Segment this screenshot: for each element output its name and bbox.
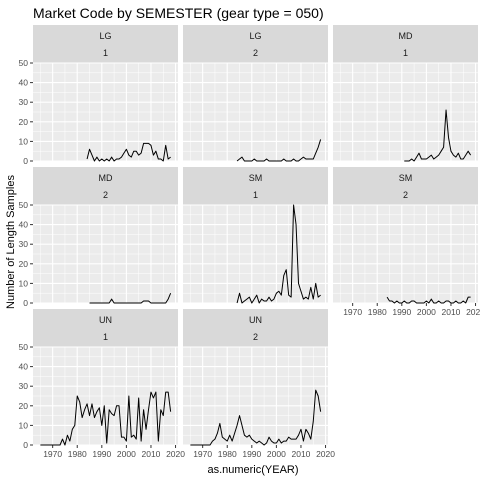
series-line-md-2 — [89, 293, 172, 304]
strip-semester-label: 2 — [253, 48, 258, 58]
x-tick-label: 1990 — [242, 449, 261, 459]
x-tick-label: 1970 — [343, 307, 362, 317]
x-tick-label: 2010 — [292, 449, 311, 459]
panel-lg-2: LG 2 — [183, 25, 328, 162]
y-tick-label: 50 — [19, 200, 29, 210]
series-line-md-1 — [404, 109, 472, 162]
y-tick-label: 10 — [19, 278, 29, 288]
y-tick-label: 20 — [19, 117, 29, 127]
strip-semester-label: 1 — [103, 48, 108, 58]
y-tick-label: 20 — [19, 259, 29, 269]
panel-sm-1: SM 1 — [183, 167, 328, 304]
series-line-lg-1 — [86, 142, 171, 162]
panel-md-1: MD 1 — [333, 25, 478, 162]
x-tick-label: 1970 — [193, 449, 212, 459]
panel-un-2: UN 2 1970 1980 1990 2000 2010 2020 — [183, 309, 335, 459]
x-tick-label: 2000 — [267, 449, 286, 459]
x-tick-label: 1980 — [68, 449, 87, 459]
series-line-un-1 — [40, 391, 172, 446]
strip-semester-label: 1 — [253, 190, 258, 200]
panel-sm-2: SM 2 1970 1980 1990 2000 2010 2020 — [333, 167, 480, 317]
x-tick-label: 2000 — [117, 449, 136, 459]
x-tick-label: 1970 — [43, 449, 62, 459]
x-tick-label: 2020 — [316, 449, 335, 459]
strip-code-label: UN — [249, 315, 262, 325]
series-line-lg-2 — [236, 139, 322, 162]
strip-semester-label: 2 — [103, 190, 108, 200]
panel-strip — [183, 309, 328, 347]
panel-strip — [33, 167, 178, 205]
y-tick-label: 0 — [23, 298, 28, 308]
y-tick-label: 0 — [23, 440, 28, 450]
series-line-un-2 — [190, 389, 322, 446]
y-tick-label: 40 — [19, 362, 29, 372]
strip-semester-label: 2 — [253, 332, 258, 342]
x-tick-label: 2000 — [417, 307, 436, 317]
y-tick-label: 50 — [19, 58, 29, 68]
y-tick-label: 30 — [19, 381, 29, 391]
y-tick-label: 30 — [19, 239, 29, 249]
x-tick-label: 1980 — [218, 449, 237, 459]
panel-strip — [183, 167, 328, 205]
y-tick-label: 10 — [19, 136, 29, 146]
strip-code-label: SM — [399, 173, 413, 183]
x-tick-label: 2010 — [442, 307, 461, 317]
strip-code-label: LG — [99, 31, 111, 41]
panel-strip — [333, 167, 478, 205]
x-tick-label: 1990 — [392, 307, 411, 317]
strip-code-label: MD — [399, 31, 413, 41]
strip-semester-label: 1 — [103, 332, 108, 342]
chart-title: Market Code by SEMESTER (gear type = 050… — [33, 5, 324, 21]
strip-semester-label: 1 — [403, 48, 408, 58]
x-tick-label: 2020 — [466, 307, 480, 317]
strip-code-label: UN — [99, 315, 112, 325]
y-tick-label: 30 — [19, 97, 29, 107]
x-tick-label: 1980 — [368, 307, 387, 317]
panel-strip — [333, 25, 478, 63]
series-line-sm-1 — [236, 204, 321, 304]
x-tick-label: 1990 — [92, 449, 111, 459]
y-tick-label: 40 — [19, 78, 29, 88]
panel-strip — [183, 25, 328, 63]
x-tick-label: 2010 — [142, 449, 161, 459]
panel-strip — [33, 25, 178, 63]
y-tick-label: 40 — [19, 220, 29, 230]
series-line-sm-2 — [386, 296, 471, 304]
panels-layer: LG101020304050LG2MD1MD201020304050SM1SM2… — [19, 25, 480, 459]
strip-code-label: LG — [249, 31, 261, 41]
y-tick-label: 20 — [19, 401, 29, 411]
strip-code-label: SM — [249, 173, 263, 183]
strip-code-label: MD — [99, 173, 113, 183]
x-axis-label: as.numeric(YEAR) — [207, 464, 298, 476]
y-axis-label: Number of Length Samples — [5, 175, 17, 309]
y-tick-label: 50 — [19, 342, 29, 352]
x-tick-label: 2020 — [166, 449, 185, 459]
y-tick-label: 10 — [19, 420, 29, 430]
y-tick-label: 0 — [23, 156, 28, 166]
panel-strip — [33, 309, 178, 347]
strip-semester-label: 2 — [403, 190, 408, 200]
